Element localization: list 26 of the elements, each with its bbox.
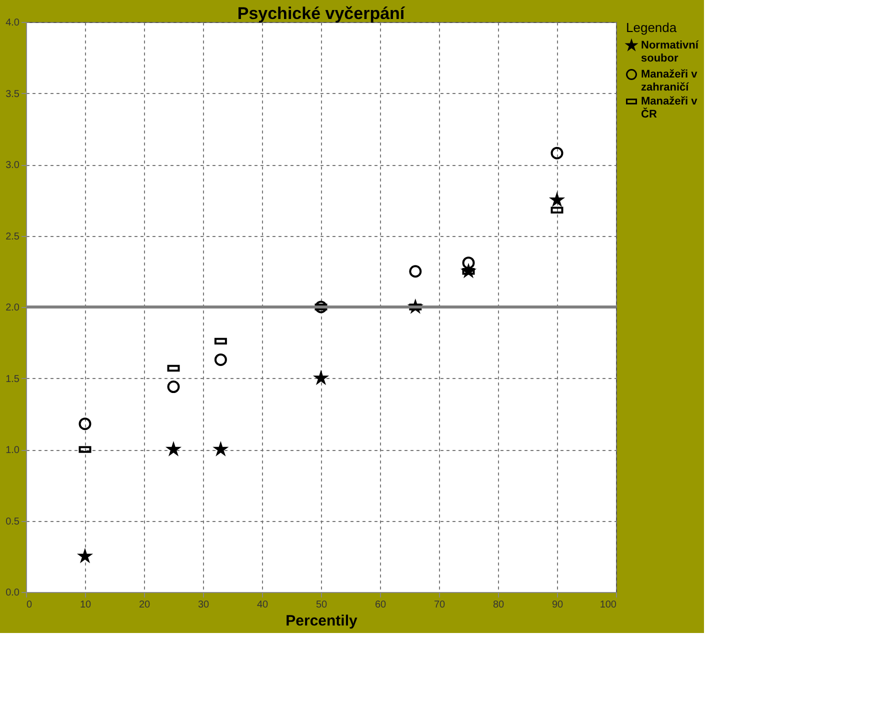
y-tick-label: 2.5 bbox=[6, 231, 20, 242]
y-tick-label: 3.0 bbox=[6, 160, 20, 171]
x-tick-label: 100 bbox=[600, 600, 617, 610]
legend-label: Normativní soubor bbox=[641, 40, 700, 64]
y-tick-label: 4.0 bbox=[6, 18, 20, 28]
x-tick-label: 20 bbox=[138, 600, 150, 610]
y-tick-label: 1.5 bbox=[6, 374, 20, 385]
x-tick-label: 70 bbox=[434, 600, 446, 610]
x-tick-label: 10 bbox=[80, 600, 92, 610]
x-tick-label: 80 bbox=[492, 600, 504, 610]
x-tick-label: 40 bbox=[256, 600, 268, 610]
y-tick-label: 3.5 bbox=[6, 88, 20, 100]
legend-label: Manažeři v zahraničí bbox=[641, 68, 698, 94]
y-tick-label: 2.0 bbox=[6, 302, 20, 314]
y-tick-label: 1.0 bbox=[6, 445, 20, 456]
x-tick-label: 30 bbox=[198, 600, 210, 610]
x-tick-label: 0 bbox=[26, 600, 32, 610]
chart-title: Psychické vyčerpání bbox=[237, 4, 406, 23]
y-tick-label: 0.5 bbox=[6, 516, 20, 528]
x-tick-label: 60 bbox=[374, 600, 386, 610]
x-tick-label: 90 bbox=[552, 600, 564, 610]
legend-label: Manažeři v ČR bbox=[641, 96, 698, 120]
y-tick-label: 0.0 bbox=[6, 588, 20, 598]
x-axis-title: Percentily bbox=[286, 612, 358, 630]
legend-title: Legenda bbox=[626, 20, 678, 35]
x-tick-label: 50 bbox=[316, 600, 328, 610]
